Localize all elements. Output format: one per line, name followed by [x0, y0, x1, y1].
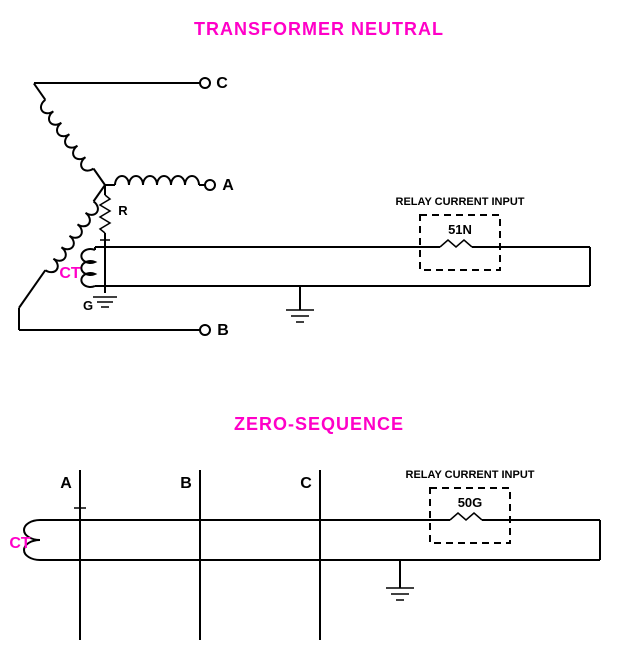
- phase-a-label: A: [222, 177, 234, 194]
- phase-b-label: B: [217, 322, 229, 339]
- ground-g-label: G: [83, 298, 93, 313]
- title-transformer-neutral: TRANSFORMER NEUTRAL: [194, 19, 444, 39]
- zero-sequence-diagram: A B C CT RELAY CURRENT INPUT 50G: [9, 469, 600, 640]
- ct-label-2: CT: [9, 535, 31, 552]
- relay-caption-2: RELAY CURRENT INPUT: [406, 469, 535, 481]
- relay-caption-1: RELAY CURRENT INPUT: [396, 196, 525, 208]
- ct-label-1: CT: [59, 265, 81, 282]
- zs-phase-c: C: [300, 475, 312, 492]
- circuit-diagram: TRANSFORMER NEUTRAL C A: [0, 0, 638, 662]
- title-zero-sequence: ZERO-SEQUENCE: [234, 414, 404, 434]
- phase-c-label: C: [216, 75, 228, 92]
- relay-code-2: 50G: [458, 495, 483, 510]
- resistor-label: R: [118, 203, 128, 218]
- zs-phase-a: A: [60, 475, 72, 492]
- relay-code-1: 51N: [448, 222, 472, 237]
- zs-phase-b: B: [180, 475, 192, 492]
